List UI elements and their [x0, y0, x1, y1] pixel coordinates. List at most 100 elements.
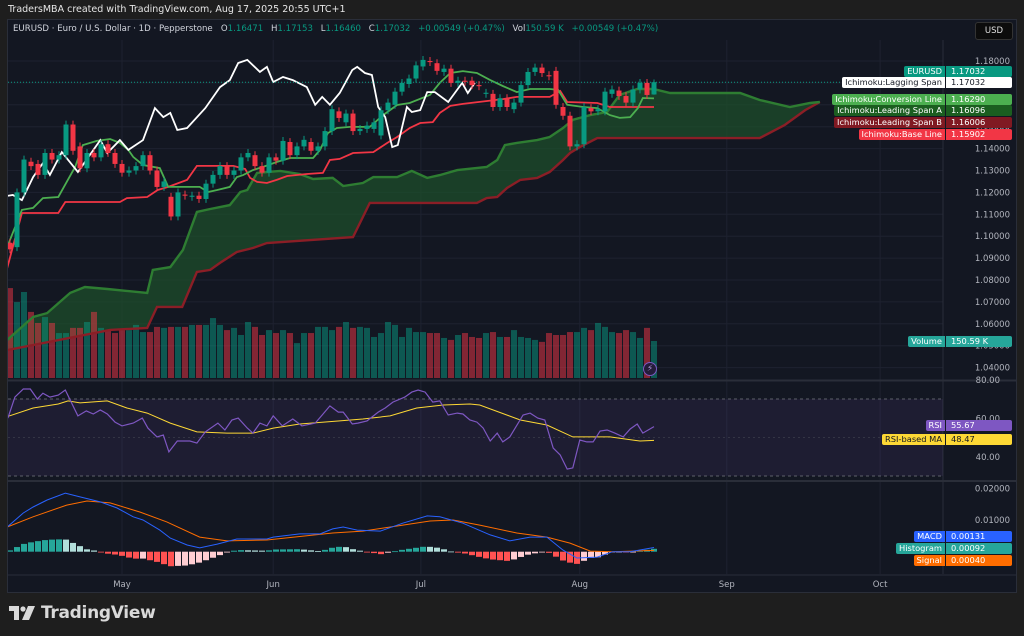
- volume-bar: [581, 327, 587, 378]
- macd-histogram-bar: [385, 551, 391, 553]
- volume-bar: [553, 335, 559, 378]
- tag-value: 1.17032: [946, 77, 1012, 88]
- candle-body: [42, 152, 48, 175]
- ichimoku-cloud: [8, 89, 820, 350]
- macd-histogram-bar: [161, 551, 167, 565]
- volume-label: Vol: [512, 24, 526, 34]
- macd-histogram-bar: [427, 546, 433, 552]
- macd-histogram-bar: [546, 551, 552, 553]
- macd-histogram-bar: [105, 551, 111, 554]
- macd-histogram-bar: [322, 549, 328, 552]
- macd-histogram-bar: [273, 549, 279, 552]
- lightning-icon[interactable]: ⚡: [643, 362, 657, 376]
- macd-histogram-bar: [392, 551, 398, 553]
- tag-name: Histogram: [895, 543, 945, 554]
- macd-histogram-bar: [112, 551, 118, 555]
- volume-bar: [350, 327, 356, 378]
- volume-bar: [343, 321, 349, 378]
- tag-name: Ichimoku:Base Line: [858, 129, 945, 140]
- macd-histogram-bar: [469, 551, 475, 556]
- candle-body: [637, 82, 643, 90]
- volume-bar: [196, 324, 202, 378]
- volume-bar: [567, 332, 573, 378]
- volume-bar: [336, 326, 342, 378]
- candle-body: [245, 152, 251, 158]
- candle-body: [175, 192, 181, 217]
- volume-bar: [77, 327, 83, 378]
- macd-signal-line: [8, 500, 655, 553]
- macd-histogram-bar: [567, 551, 573, 563]
- macd-histogram-bar: [238, 550, 244, 552]
- macd-histogram-bar: [434, 547, 440, 552]
- base-line: [8, 89, 654, 269]
- price-tag: Ichimoku:Conversion Line 1.16290: [832, 94, 1012, 105]
- candle-body: [84, 152, 90, 169]
- tradingview-logo: TradingView: [9, 603, 156, 623]
- candle-body: [182, 194, 188, 196]
- volume-bar: [427, 333, 433, 378]
- macd-histogram-bar: [553, 551, 559, 557]
- volume-bar: [441, 337, 447, 378]
- volume-bar: [49, 322, 55, 378]
- tag-name: Volume: [908, 336, 945, 347]
- candle-body: [574, 144, 580, 147]
- volume-bar: [623, 330, 629, 378]
- volume-bar: [462, 333, 468, 378]
- tradingview-logo-icon: [9, 606, 35, 620]
- candle-body: [147, 155, 153, 171]
- macd-histogram-bar: [483, 551, 489, 559]
- volume-bar: [8, 288, 13, 378]
- ichimoku-cloud-fill: [8, 89, 820, 350]
- brand-name: TradingView: [41, 603, 156, 623]
- volume-bar: [434, 333, 440, 378]
- volume-bar: [546, 333, 552, 378]
- price-tick-label: 1.13000: [975, 167, 1010, 177]
- volume-bar: [392, 324, 398, 378]
- candle-body: [441, 68, 447, 72]
- macd-histogram-bar: [413, 547, 419, 552]
- volume-bar: [301, 333, 307, 378]
- candle-body: [273, 157, 279, 161]
- volume-bar: [308, 333, 314, 378]
- low-value: 1.16460: [325, 24, 362, 34]
- candle-body: [8, 242, 13, 250]
- candle-body: [511, 102, 517, 110]
- macd-histogram-bar: [84, 549, 90, 552]
- volume-bar: [609, 332, 615, 378]
- macd-histogram-bar: [280, 549, 286, 552]
- macd-histogram-bar: [126, 551, 132, 558]
- volume-bar: [224, 330, 230, 378]
- macd-histogram-bar: [301, 549, 307, 552]
- tag-name: Ichimoku:Leading Span A: [834, 105, 945, 116]
- volume-bar: [287, 333, 293, 378]
- candle-body: [322, 131, 328, 147]
- macd-histogram-bar: [602, 551, 608, 555]
- candle-body: [434, 63, 440, 71]
- candle-body: [259, 166, 265, 173]
- symbol-description[interactable]: EURUSD · Euro / U.S. Dollar · 1D · Peppe…: [13, 24, 213, 34]
- candle-body: [553, 70, 559, 105]
- indicator-tag: Signal 0.00040: [913, 555, 1012, 566]
- price-tick-label: 1.09000: [975, 254, 1010, 264]
- time-tick-label: Jul: [415, 580, 426, 590]
- price-tick-label: 1.10000: [975, 232, 1010, 242]
- macd-histogram-bar: [259, 550, 265, 552]
- volume-bar: [133, 324, 139, 378]
- volume-bar: [329, 330, 335, 378]
- volume-bar: [315, 326, 321, 378]
- macd-histogram-bar: [308, 550, 314, 552]
- volume-bar: [238, 335, 244, 378]
- macd-histogram-bar: [196, 551, 202, 563]
- macd-histogram-bar: [406, 548, 412, 552]
- macd-line: [8, 492, 655, 559]
- candle-body: [315, 146, 321, 151]
- tag-name: Ichimoku:Lagging Span: [842, 77, 945, 88]
- candle-body: [189, 195, 195, 197]
- volume-bar: [161, 327, 167, 378]
- volume-bar: [560, 335, 566, 378]
- currency-button[interactable]: USD: [975, 22, 1013, 40]
- volume-bar: [175, 326, 181, 378]
- candle-body: [266, 157, 272, 173]
- tag-value: 1.15902: [946, 129, 1012, 140]
